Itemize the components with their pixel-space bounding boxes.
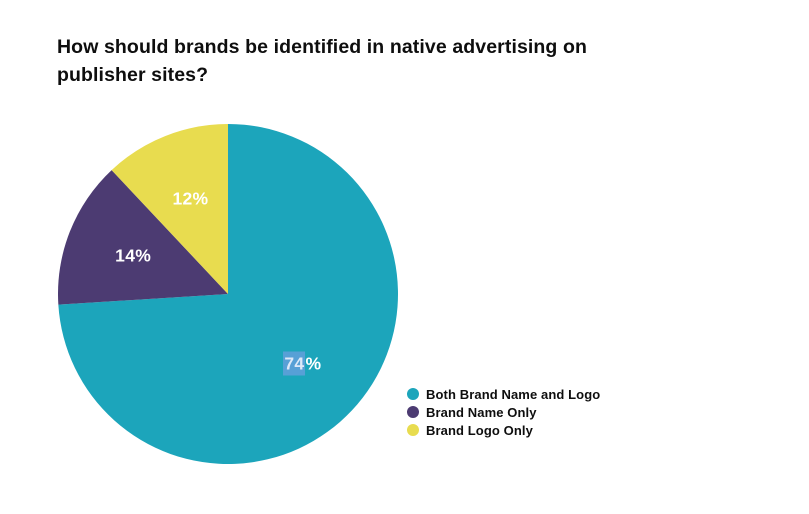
pie-slice [111,124,228,294]
legend-item: Brand Logo Only [407,421,600,439]
chart-legend: Both Brand Name and Logo Brand Name Only… [407,385,600,439]
legend-label: Brand Name Only [426,404,537,420]
legend-swatch-both-name-and-logo [407,388,419,400]
chart-title: How should brands be identified in nativ… [57,36,587,86]
legend-label: Both Brand Name and Logo [426,386,601,402]
legend-swatch-brand-logo-only [407,424,419,436]
legend-item: Brand Name Only [407,403,600,421]
pie-slice [58,124,398,464]
pie-chart-svg [58,124,398,464]
legend-item: Both Brand Name and Logo [407,385,600,403]
legend-swatch-brand-name-only [407,406,419,418]
legend-label: Brand Logo Only [426,422,533,438]
pie-chart: 74% 14% 12% [58,124,398,464]
pie-slice [58,170,228,305]
